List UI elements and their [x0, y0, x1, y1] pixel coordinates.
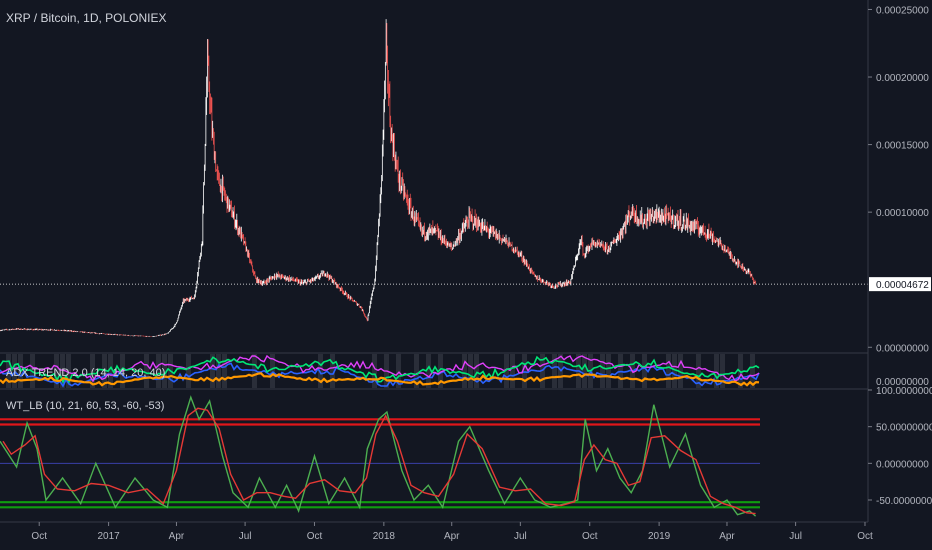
adx-shade-bar: [60, 354, 65, 388]
adx-shade-bar: [216, 354, 221, 388]
price-axis-label: 0.00015000: [876, 141, 929, 152]
price-axis-label: 0.00020000: [876, 73, 929, 84]
wt2-line: [2, 407, 756, 515]
price-pane-title: XRP / Bitcoin, 1D, POLONIEX: [6, 11, 167, 25]
adx-shade-bar: [54, 354, 59, 388]
adx-line: [0, 355, 760, 384]
wt-axis-label: 50.00000000: [876, 423, 932, 434]
time-axis-label: 2019: [648, 531, 671, 542]
adx-shade-bar: [522, 354, 527, 388]
adx-shade-bar: [642, 354, 647, 388]
adx-shade-bar: [270, 354, 275, 388]
adx-shade-bar: [468, 354, 473, 388]
adx-shade-bar: [186, 354, 191, 388]
adx-shade-bar: [396, 354, 401, 388]
adx-shade-bar: [696, 354, 701, 388]
price-axis-label: 0.00010000: [876, 208, 929, 219]
adx-shade-bar: [222, 354, 227, 388]
adx-shade-bar: [144, 354, 149, 388]
adx-shade-bar: [318, 354, 323, 388]
wt-axis-label: 0.00000000: [876, 459, 929, 470]
adx-shade-bar: [714, 354, 719, 388]
adx-shade-bar: [426, 354, 431, 388]
adx-shade-bar: [606, 354, 611, 388]
wt-pane-title: WT_LB (10, 21, 60, 53, -60, -53): [6, 400, 164, 412]
time-axis-label: Oct: [582, 531, 598, 542]
adx-shade-bar: [750, 354, 755, 388]
adx-shade-bar: [678, 354, 683, 388]
adx-shade-bar: [582, 354, 587, 388]
adx-shade-bar: [414, 354, 419, 388]
adx-axis-label: 0.00000000: [876, 377, 929, 388]
adx-shade-bar: [666, 354, 671, 388]
adx-shade-bar: [156, 354, 161, 388]
adx-shade-bar: [66, 354, 71, 388]
last-price-box: [869, 277, 931, 292]
adx-shade-bar: [210, 354, 215, 388]
adx-shade-bar: [12, 354, 17, 388]
time-axis-label: 2017: [97, 531, 120, 542]
adx-shade-bar: [372, 354, 377, 388]
time-axis-label: Apr: [719, 531, 735, 542]
wt-pane[interactable]: [0, 395, 760, 517]
adx-shade-bar: [510, 354, 515, 388]
adx-pane-title: ADX TREND 2.0 (14, 14, 20, 40): [6, 367, 165, 379]
adx-line: [0, 372, 760, 387]
time-axis-label: 2018: [373, 531, 396, 542]
time-axis-label: Apr: [444, 531, 460, 542]
adx-shade-bar: [720, 354, 725, 388]
adx-shade-bar: [330, 354, 335, 388]
adx-shade-bar: [474, 354, 479, 388]
time-axis-label: Oct: [31, 531, 47, 542]
time-axis-label: Jul: [789, 531, 802, 542]
price-pane[interactable]: [0, 19, 868, 337]
adx-shade-bar: [438, 354, 443, 388]
adx-shade-bar: [162, 354, 167, 388]
last-price-label: 0.00004672: [876, 280, 929, 291]
time-axis-label: Apr: [169, 531, 185, 542]
adx-shade-bar: [102, 354, 107, 388]
adx-shade-bar: [672, 354, 677, 388]
time-axis-label: Oct: [857, 531, 873, 542]
price-axis-label: 0.00025000: [876, 5, 929, 16]
adx-pane[interactable]: [0, 354, 760, 388]
adx-shade-bar: [540, 354, 545, 388]
time-axis-label: Jul: [239, 531, 252, 542]
wt-axis-label: -50.00000000: [876, 496, 932, 507]
adx-shade-bar: [552, 354, 557, 388]
time-axis-label: Jul: [514, 531, 527, 542]
adx-shade-bar: [600, 354, 605, 388]
price-axis-label: 0.00000000: [876, 343, 929, 354]
adx-shade-bar: [90, 354, 95, 388]
adx-shade-bar: [108, 354, 113, 388]
adx-shade-bar: [504, 354, 509, 388]
wt-axis-label: 100.00000000: [876, 386, 932, 397]
adx-shade-bar: [462, 354, 467, 388]
time-axis-label: Oct: [307, 531, 323, 542]
